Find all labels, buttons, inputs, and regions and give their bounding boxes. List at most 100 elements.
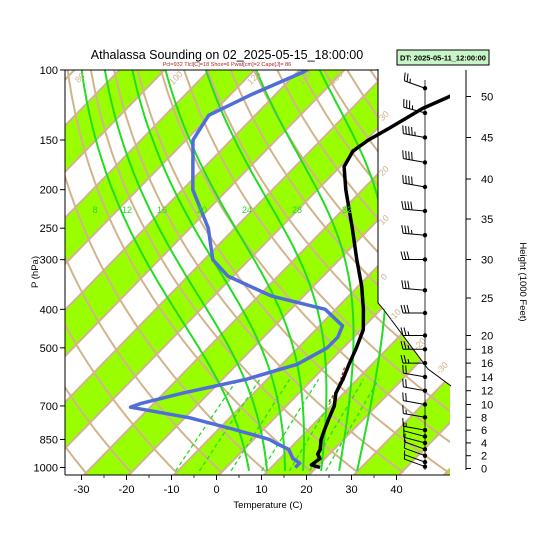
wind-barb [402, 125, 428, 140]
height-tick-label: 25 [481, 293, 493, 305]
mixing-ratio-line [175, 378, 238, 472]
dry-adiabat-line [253, 70, 450, 322]
wind-barb-staff [403, 400, 426, 405]
wind-barb-dot [422, 86, 428, 91]
wind-barb [403, 433, 428, 452]
isotherm-line [127, 144, 450, 475]
wind-barb-flag [410, 201, 413, 210]
wind-column-outline [377, 69, 452, 387]
wind-barb-flag [403, 251, 407, 260]
wind-barb-half-flag [407, 345, 410, 350]
wind-barb-flag [403, 341, 407, 350]
wind-barb-staff [403, 106, 426, 114]
wind-barb-flag [407, 225, 410, 234]
moist-adiabat-line [255, 70, 355, 472]
isotherm-line [65, 70, 121, 128]
wind-barb [402, 364, 428, 380]
wind-barb-staff [403, 430, 426, 437]
height-axis-label: Height (1000 Feet) [517, 242, 528, 321]
wind-barb-dot [422, 447, 428, 452]
wind-barb-flag [400, 341, 404, 350]
mixing-ratio-label: 20 [197, 205, 207, 215]
height-tick-label: 50 [481, 92, 493, 104]
x-tick-label: -10 [164, 484, 180, 496]
mixing-ratio-label: 24 [242, 205, 252, 215]
wind-barb-staff [403, 436, 426, 444]
wind-barb-flag [405, 392, 407, 402]
wind-barb [402, 174, 428, 190]
wind-barb [402, 392, 428, 407]
wind-barb-dot [422, 208, 428, 214]
wind-barb-flag [402, 378, 404, 387]
wind-barb-flag [402, 174, 404, 184]
p-tick-label: 500 [40, 343, 58, 355]
wind-barb-flag [405, 175, 407, 184]
wind-barb-flag [408, 151, 410, 160]
mixing-ratio-line [325, 378, 380, 472]
wind-barb-dot [422, 288, 428, 293]
wind-barb-flag [411, 151, 413, 161]
wind-barb-flag [405, 365, 407, 374]
wind-barb-flag [408, 175, 410, 185]
wind-barb-half-flag [407, 331, 410, 336]
wind-column-mask [377, 69, 452, 387]
dry-adiabat-line [487, 70, 540, 473]
wind-barb-flag [401, 200, 404, 210]
wind-barb [400, 327, 428, 338]
dry-adiabat-line [65, 322, 178, 474]
axes: -30 -20 -10 0 10 20 30 401001502002503004005007… [34, 65, 403, 496]
x-tick-label: 0 [213, 484, 219, 496]
wind-barb-flag [403, 72, 406, 81]
p-tick-label: 1000 [34, 463, 58, 475]
mixing-ratio-label: 28 [292, 205, 302, 215]
height-tick-label: 14 [481, 372, 493, 384]
wind-barb [403, 72, 428, 91]
wind-barb-dot [422, 110, 428, 116]
wind-barb [403, 439, 428, 458]
isotherm-line [262, 283, 450, 475]
wind-barb-flag [402, 364, 404, 374]
isotherm-line [65, 70, 211, 220]
moist-adiabat-line [131, 70, 287, 471]
wind-barb-dot [422, 388, 428, 393]
dry-adiabat-line [183, 70, 450, 413]
height-tick-label: 18 [481, 344, 493, 356]
mixing-ratio-label: 12 [122, 205, 132, 215]
isotherm-line [65, 70, 301, 312]
height-tick-label: 0 [481, 464, 487, 476]
wind-barb [401, 280, 428, 293]
wind-barb-dot [422, 427, 428, 433]
isotherm-line [487, 52, 540, 478]
moist-adiabat-line [80, 70, 251, 472]
wind-barb-flag [405, 379, 407, 388]
x-tick-label: 10 [255, 484, 267, 496]
dry-adiabat-line [229, 70, 450, 352]
wind-barb-dot [422, 257, 428, 262]
wind-barb-flag [404, 201, 407, 210]
wind-barb-staff [403, 182, 426, 188]
wind-barb-flag [402, 125, 404, 134]
isotherm-top-label: 80 [73, 71, 87, 85]
height-tick-label: 6 [481, 425, 487, 437]
wind-barb-staff [403, 386, 426, 392]
wind-barb-flag [400, 304, 404, 314]
mixing-ratio-line [288, 378, 346, 472]
wind-barb-dot [422, 160, 428, 165]
wind-barb-flag [400, 354, 404, 364]
mixing-ratio-label: 16 [157, 205, 167, 215]
wind-barb-half-flag [410, 229, 413, 235]
wind-barb [403, 98, 428, 116]
isotherm-line [65, 70, 346, 358]
wind-column-background [378, 69, 451, 386]
moist-adiabat-line [204, 70, 328, 472]
height-tick-label: 12 [481, 386, 493, 398]
y-axis-label: P (hPa) [30, 256, 41, 288]
isotherm-line [307, 329, 450, 475]
wind-barb-staff [403, 232, 426, 236]
isotherm-line [352, 375, 450, 475]
wind-barb-flag [405, 125, 407, 135]
p-tick-label: 850 [40, 434, 58, 446]
wind-barb-dot [422, 347, 428, 352]
mixing-ratio-line [309, 378, 365, 472]
mixing-ratio-label: 32 [342, 205, 352, 215]
